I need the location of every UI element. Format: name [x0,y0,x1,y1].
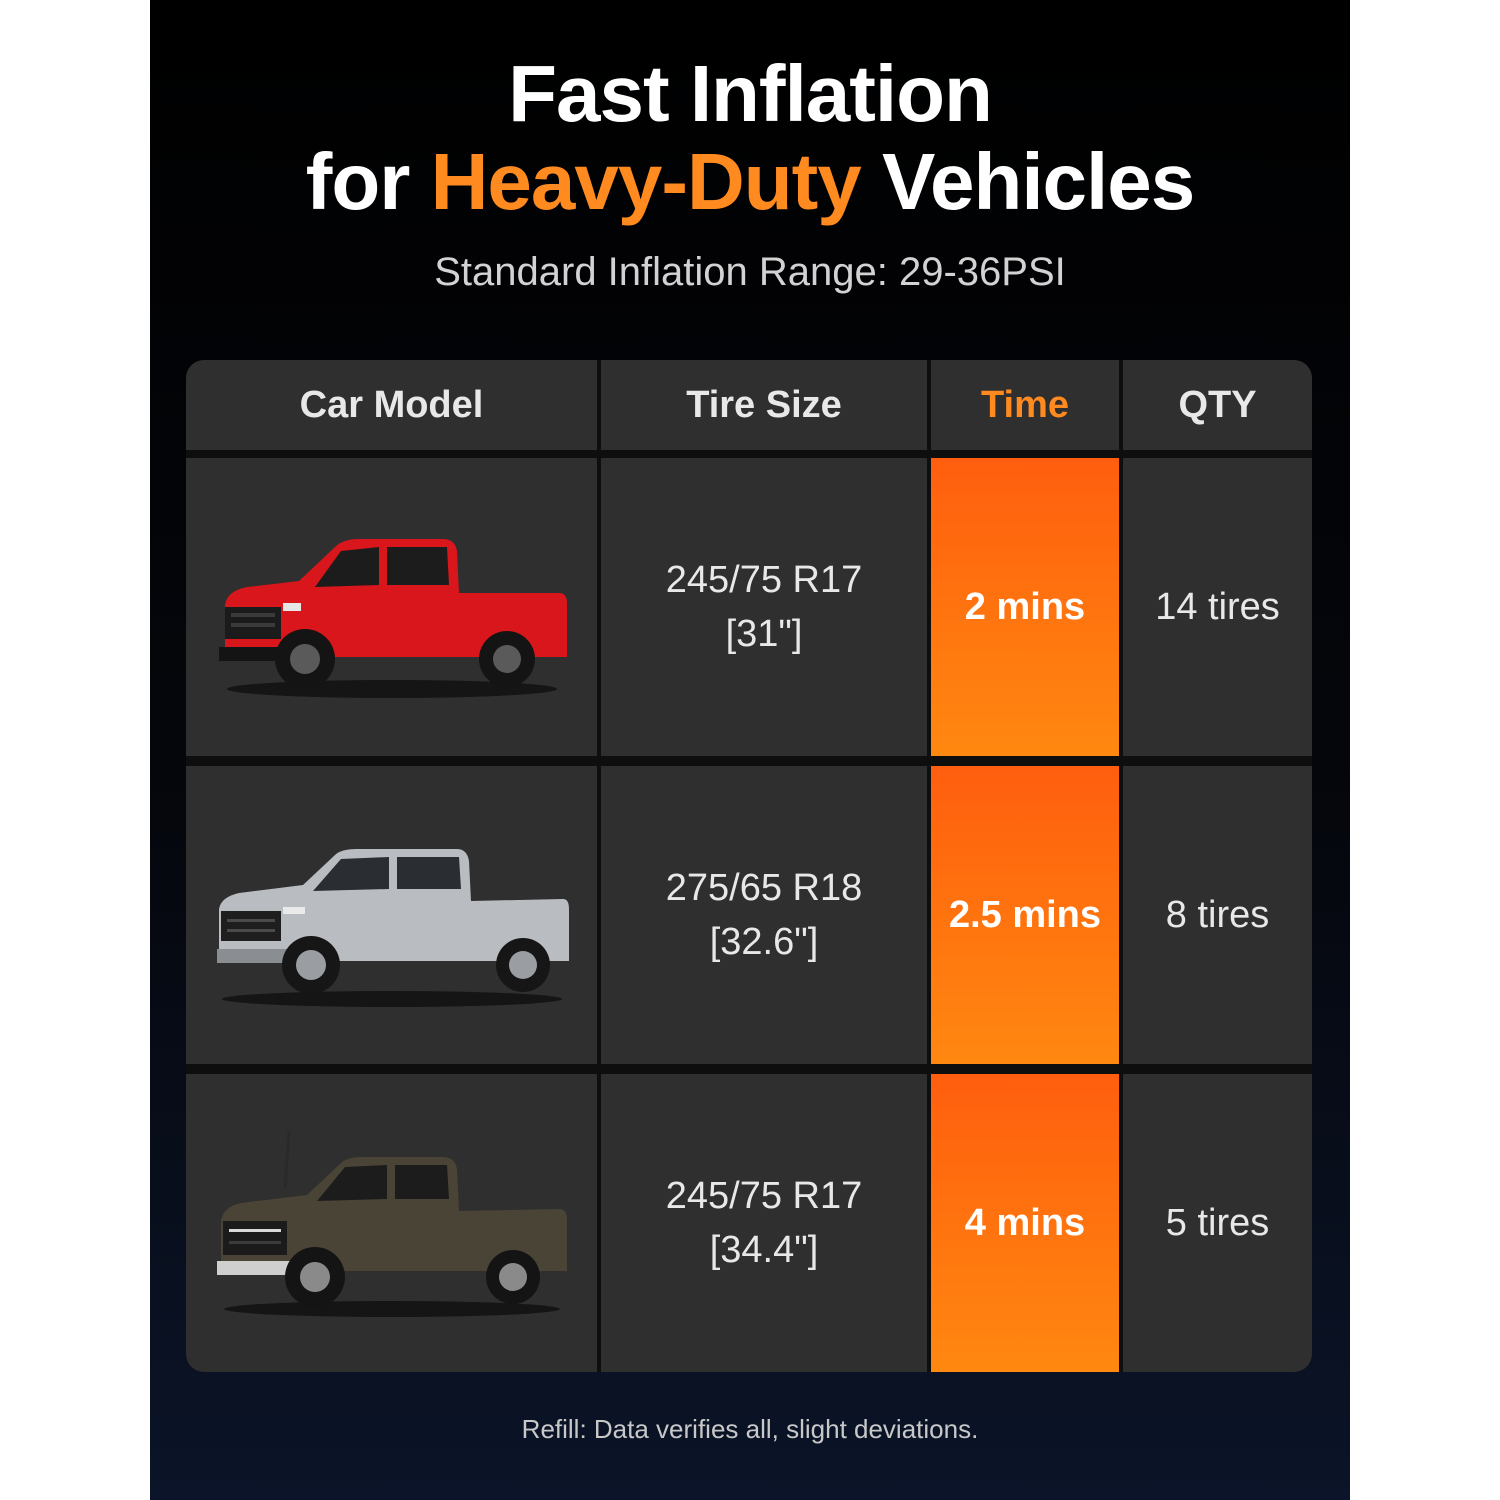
time-cell-1: 2 mins [931,458,1119,756]
qty-cell-1: 14 tires [1123,458,1312,756]
olive-pickup-truck-icon [216,1130,567,1317]
qty-value: 8 tires [1165,893,1270,936]
vehicle-cell-2 [186,766,597,1064]
tire-size-value: 275/65 R18 [32.6"] [665,867,863,963]
infographic-panel: Fast Inflation for Heavy-Duty Vehicles S… [150,0,1350,1500]
time-cell-2: 2.5 mins [931,766,1119,1064]
title-prefix: for [305,137,411,226]
red-pickup-truck-icon [218,539,567,698]
qty-value: 5 tires [1165,1201,1270,1244]
qty-value: 14 tires [1155,585,1280,628]
qty-cell-3: 5 tires [1123,1074,1312,1372]
header-car-model: Car Model [186,360,597,450]
silver-pickup-truck-icon [216,849,569,1007]
time-cell-3: 4 mins [931,1074,1119,1372]
footer-note: Refill: Data verifies all, slight deviat… [521,1414,979,1444]
header-tire-size: Tire Size [601,360,927,450]
tire-size-cell-3: 245/75 R17 [34.4"] [601,1074,927,1372]
tire-size-cell-2: 275/65 R18 [32.6"] [601,766,927,1064]
header-qty: QTY [1123,360,1312,450]
title-accent: Heavy-Duty [430,137,862,226]
vehicle-cell-3 [186,1074,597,1372]
vehicle-cell-1 [186,458,597,756]
qty-cell-2: 8 tires [1123,766,1312,1064]
title-line-2: for Heavy-Duty Vehicles [150,134,1350,230]
tire-size-cell-1: 245/75 R17 [31"] [601,458,927,756]
header-time: Time [931,360,1119,450]
tire-size-value: 245/75 R17 [31"] [665,559,863,655]
subtitle: Standard Inflation Range: 29-36PSI [434,250,1066,294]
comparison-table: Car Model Tire Size Time QTY 2 [186,360,1312,1372]
title-line-1: Fast Inflation [508,49,993,138]
title-suffix: Vehicles [882,137,1195,226]
tire-size-value: 245/75 R17 [34.4"] [665,1175,863,1271]
